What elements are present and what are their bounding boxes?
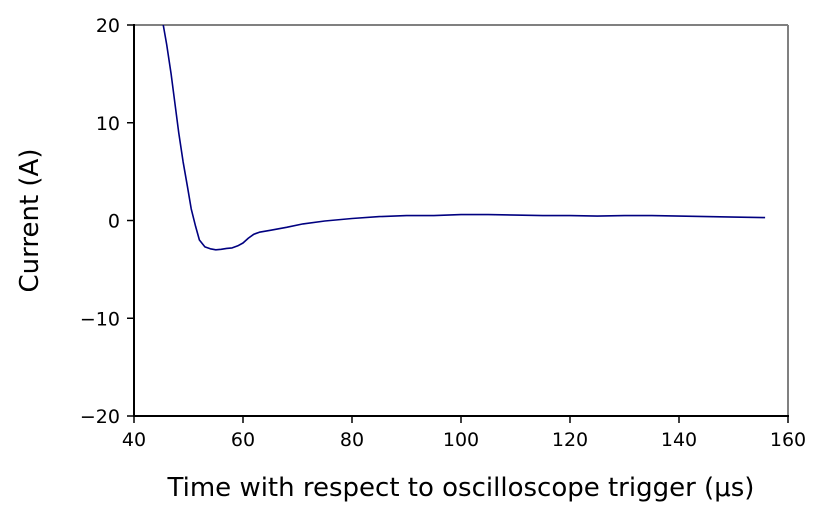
y-tick-label: −10 [80,308,120,330]
plot-frame [133,24,789,417]
series-line [162,25,766,251]
y-tick-label: 20 [96,15,120,37]
x-axis-ticks: 40 60 80 100 120 140 160 [122,416,806,451]
y-tick-label: 10 [96,113,120,135]
y-axis-title: Current (A) [15,149,45,293]
x-tick-label: 80 [340,429,364,451]
x-tick-label: 40 [122,429,146,451]
x-tick-label: 120 [552,429,588,451]
x-tick-label: 60 [231,429,255,451]
x-tick-label: 160 [770,429,806,451]
series-layer [162,25,766,251]
y-tick-label: −20 [80,406,120,428]
x-tick-label: 100 [443,429,479,451]
y-axis-ticks: −20 −10 0 10 20 [80,15,134,428]
y-tick-label: 0 [108,211,120,233]
x-tick-label: 140 [661,429,697,451]
x-axis-title: Time with respect to oscilloscope trigge… [167,473,755,503]
